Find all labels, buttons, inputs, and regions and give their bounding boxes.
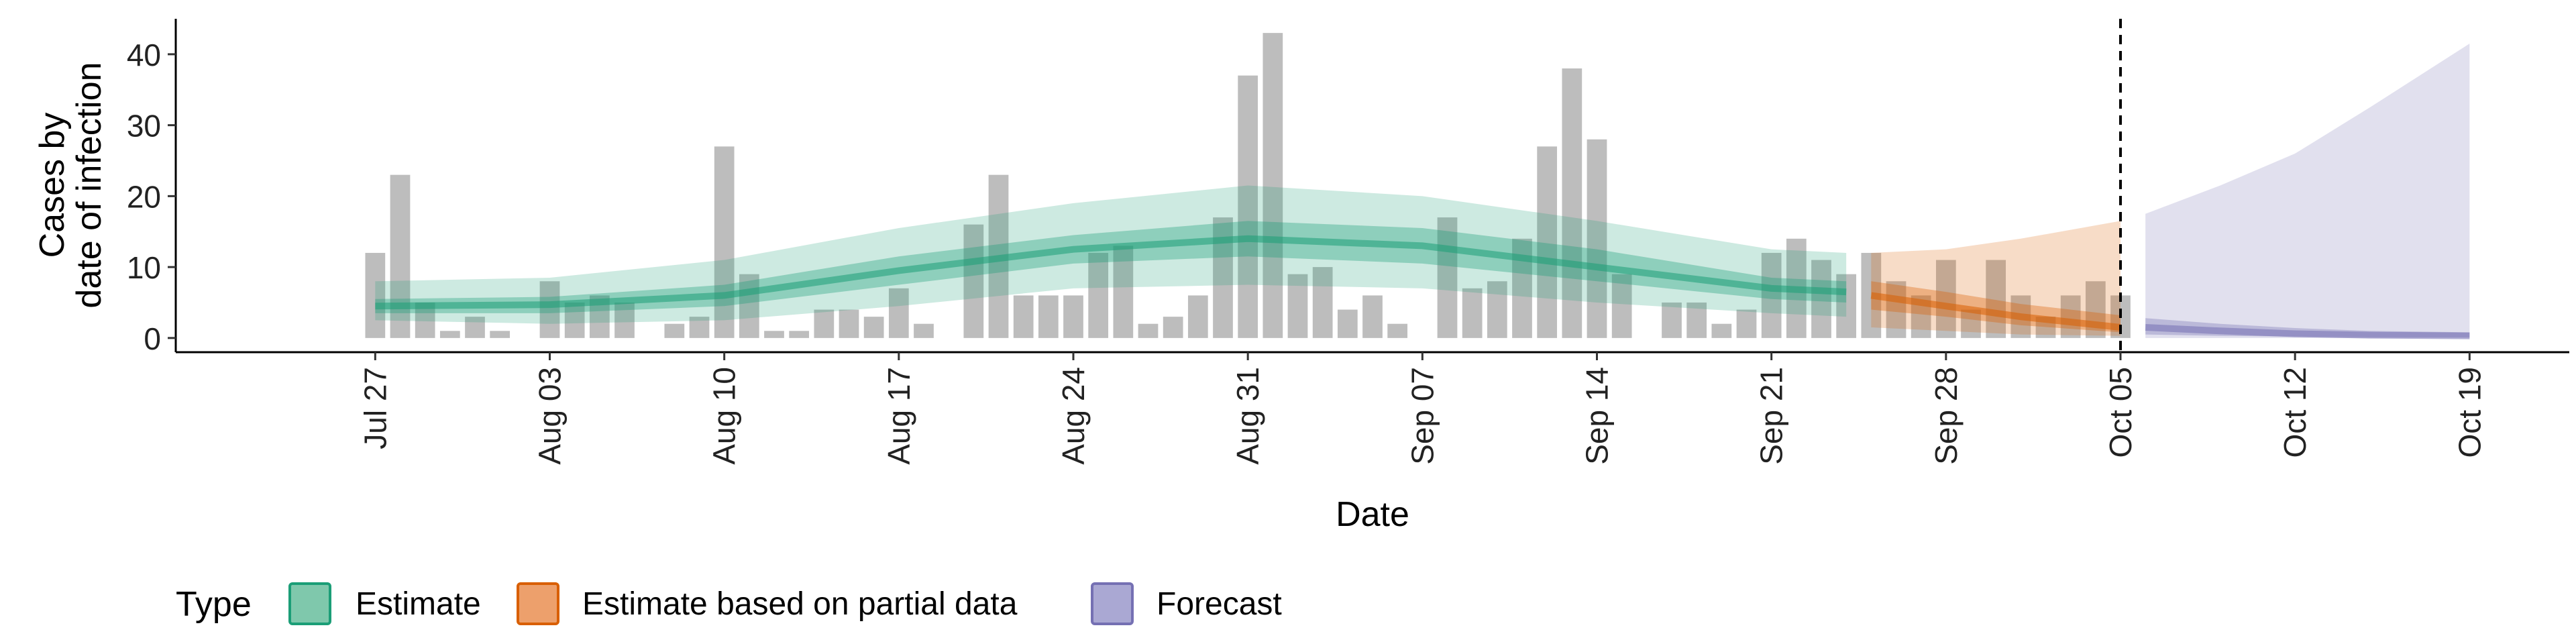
x-tick-label: Aug 17: [881, 367, 916, 465]
case-bar: [789, 331, 810, 338]
case-bar: [1836, 274, 1857, 338]
legend-label-forecast: Forecast: [1157, 586, 1282, 622]
bands-layer: [375, 44, 2470, 339]
case-bar: [963, 224, 984, 338]
x-axis-ticks: Jul 27 Aug 03 Aug 10 Aug 17 Aug 24 Aug 31 Sep …: [358, 352, 2487, 465]
case-bar: [1662, 302, 1682, 338]
case-bar: [1187, 295, 1208, 338]
case-bar: [1138, 323, 1159, 338]
y-axis-title-line2: date of infection: [70, 62, 109, 308]
case-bar: [1063, 295, 1083, 338]
case-bar: [1238, 75, 1258, 338]
case-bar: [1886, 281, 1907, 338]
partial-median-line: [1870, 292, 2121, 331]
legend-swatch-estimate: [288, 582, 331, 625]
y-tick-label: 10: [127, 250, 161, 285]
x-tick-label: Aug 10: [707, 367, 742, 465]
forecast-outer-band: [2145, 44, 2470, 338]
x-tick-label: Sep 21: [1754, 367, 1789, 465]
legend-label-estimate: Estimate: [356, 586, 481, 622]
case-bar: [914, 323, 934, 338]
case-bar: [1587, 139, 1607, 338]
legend-label-partial: Estimate based on partial data: [582, 586, 1018, 622]
case-bar: [664, 323, 685, 338]
case-bar: [863, 317, 884, 338]
x-tick-label: Oct 19: [2452, 367, 2487, 458]
case-bar: [490, 331, 511, 338]
case-bar: [814, 309, 835, 338]
y-axis-ticks: 0 10 20 30 40: [127, 38, 176, 356]
case-bar: [689, 317, 710, 338]
forecast-median-line: [2145, 323, 2470, 339]
case-bar: [365, 252, 386, 338]
x-tick-label: Aug 31: [1230, 367, 1265, 465]
x-tick-label: Jul 27: [358, 367, 392, 449]
estimate-outer-band: [375, 185, 1847, 324]
case-bar: [1736, 309, 1757, 338]
case-bar: [1362, 295, 1383, 338]
case-bar: [1611, 274, 1632, 338]
case-bar: [1113, 246, 1134, 338]
x-axis-title: Date: [1336, 495, 1409, 534]
x-tick-label: Sep 14: [1580, 367, 1615, 465]
y-tick-label: 30: [127, 109, 161, 144]
case-bar: [439, 331, 460, 338]
y-tick-label: 40: [127, 38, 161, 72]
case-bar: [1686, 302, 1707, 338]
y-tick-label: 20: [127, 179, 161, 214]
case-bar: [764, 331, 784, 338]
case-bar: [539, 281, 560, 338]
legend-swatch-forecast: [1091, 582, 1134, 625]
case-bar: [1088, 252, 1109, 338]
case-bar: [739, 274, 759, 338]
case-bar: [1013, 295, 1034, 338]
case-bar: [1487, 281, 1507, 338]
legend-title: Type: [176, 585, 252, 624]
estimate-median-line: [375, 235, 1847, 310]
case-bar: [390, 174, 411, 338]
case-bar: [1337, 309, 1358, 338]
case-bar: [1287, 274, 1308, 338]
case-bar: [564, 302, 585, 338]
x-tick-label: Oct 12: [2277, 367, 2312, 458]
case-bar: [1462, 288, 1483, 338]
case-bar: [614, 302, 635, 338]
case-bar: [1437, 217, 1458, 338]
case-bar: [1961, 309, 1981, 338]
case-bar: [1263, 33, 1283, 338]
case-bar: [839, 309, 859, 338]
bars-layer: [365, 33, 2131, 338]
case-bar: [714, 146, 735, 338]
case-bar: [1811, 260, 1831, 338]
case-bar: [1761, 252, 1782, 338]
case-bar: [1312, 267, 1333, 338]
case-bar: [1387, 323, 1408, 338]
case-bar: [465, 317, 485, 338]
legend: Type Estimate Estimate based on partial …: [176, 582, 1282, 625]
case-bar: [1163, 317, 1183, 338]
x-tick-label: Oct 05: [2103, 367, 2138, 458]
x-tick-label: Sep 07: [1405, 367, 1440, 465]
case-bar: [1711, 323, 1732, 338]
case-bar: [2060, 295, 2081, 338]
case-bar: [888, 288, 909, 338]
case-bar: [1986, 260, 2006, 338]
y-tick-label: 0: [144, 321, 161, 356]
case-bar: [1038, 295, 1059, 338]
case-bar: [1935, 260, 1956, 338]
x-tick-label: Aug 03: [533, 367, 568, 465]
legend-swatch-partial: [517, 582, 559, 625]
case-bar: [1537, 146, 1558, 338]
x-tick-label: Aug 24: [1056, 367, 1091, 465]
case-bar: [1562, 68, 1582, 338]
x-tick-label: Sep 28: [1929, 367, 1964, 465]
y-axis-title-line1: Cases by: [33, 113, 72, 258]
